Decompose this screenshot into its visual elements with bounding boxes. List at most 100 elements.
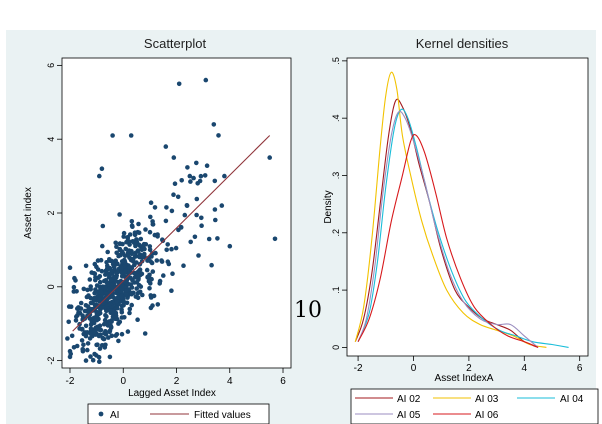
scatter-point <box>119 265 124 271</box>
density-ytick-label: 0 <box>331 345 341 350</box>
scatter-point <box>185 165 190 170</box>
scatter-point <box>79 338 85 343</box>
scatter-point <box>150 303 155 308</box>
density-legend: AI 02 AI 03 AI 04 AI 05 AI 06 <box>350 388 599 424</box>
legend-label-ai04: AI 04 <box>560 394 584 405</box>
scatter-point <box>138 236 144 242</box>
scatter-point <box>202 173 208 178</box>
scatter-point <box>108 308 113 313</box>
scatter-point <box>127 265 132 270</box>
scatter-point <box>87 316 92 321</box>
scatter-point <box>116 338 121 344</box>
scatter-point <box>106 335 111 340</box>
scatter-point <box>98 257 104 263</box>
scatter-point <box>80 317 85 323</box>
scatter-xtick-label: 0 <box>120 376 126 387</box>
scatter-point <box>140 254 145 260</box>
scatter-point <box>106 319 112 324</box>
scatter-point <box>151 293 157 299</box>
scatter-point <box>182 212 188 218</box>
scatter-point <box>99 305 105 310</box>
scatter-xtick-label: 6 <box>280 376 286 387</box>
scatter-point <box>96 354 102 360</box>
scatter-point <box>163 144 169 149</box>
scatter-point <box>164 205 169 210</box>
scatter-point <box>74 314 79 319</box>
scatter-point <box>107 301 112 307</box>
scatter-point <box>121 234 126 239</box>
scatter-point <box>105 266 110 271</box>
scatter-point <box>67 354 73 360</box>
scatter-ytick-label: -2 <box>46 357 56 365</box>
scatter-point <box>83 358 89 363</box>
scatter-point <box>89 300 95 306</box>
scatter-point <box>76 310 81 315</box>
scatter-point <box>144 267 150 273</box>
scatter-point <box>92 261 98 267</box>
scatter-point <box>112 264 117 269</box>
scatter-point <box>116 253 121 259</box>
scatter-point <box>147 244 153 249</box>
scatter-point <box>78 300 84 306</box>
scatter-point <box>128 133 134 138</box>
scatter-point <box>71 284 77 290</box>
scatter-point <box>171 192 176 197</box>
density-xlabel: Asset IndexA <box>435 373 494 384</box>
scatter-point <box>107 354 113 360</box>
scatter-point <box>148 200 154 205</box>
scatter-point <box>88 331 93 336</box>
legend-label-ai03: AI 03 <box>475 394 499 405</box>
scatter-point <box>148 293 153 298</box>
scatter-point <box>107 329 112 335</box>
scatter-point <box>127 242 132 247</box>
scatter-point <box>147 229 153 235</box>
scatter-point <box>149 251 155 256</box>
scatter-point <box>153 250 158 256</box>
scatter-ytick-label: 2 <box>46 210 56 215</box>
scatter-point <box>104 260 109 265</box>
scatter-point <box>155 234 160 239</box>
scatter-point <box>117 247 123 253</box>
scatter-point <box>99 268 105 274</box>
scatter-point <box>184 203 190 208</box>
scatter-point <box>82 308 88 314</box>
scatter-point <box>85 347 90 353</box>
scatter-point <box>140 292 145 298</box>
scatter-point <box>139 259 145 264</box>
scatter-point <box>204 163 210 168</box>
density-ytick-label: .5 <box>331 57 341 65</box>
scatter-ytick-label: 6 <box>46 63 56 68</box>
scatter-point <box>172 181 178 186</box>
scatter-point <box>77 326 82 331</box>
scatter-point <box>267 155 273 160</box>
scatter-point <box>123 268 128 273</box>
scatter-point <box>90 357 96 363</box>
scatter-point <box>117 212 122 217</box>
scatter-point <box>130 256 136 262</box>
scatter-point <box>152 205 158 210</box>
legend-label-ai: AI <box>110 410 119 421</box>
scatter-point <box>161 273 166 278</box>
density-ytick-label: .4 <box>331 114 341 122</box>
scatter-point <box>113 333 119 338</box>
scatter-point <box>132 230 138 235</box>
scatter-point <box>97 279 103 285</box>
scatter-point <box>195 181 200 186</box>
scatter-point <box>103 285 108 291</box>
scatter-point <box>99 166 105 171</box>
scatter-point <box>216 133 221 138</box>
scatter-point <box>121 303 126 308</box>
scatter-point <box>80 347 86 352</box>
scatter-point <box>83 263 89 269</box>
scatter-point <box>120 241 125 247</box>
density-title: Kernel densities <box>416 36 509 51</box>
scatter-point <box>143 242 149 247</box>
density-ylabel: Density <box>323 190 334 223</box>
scatter-point <box>150 219 155 224</box>
scatter-xlabel: Lagged Asset Index <box>128 388 216 399</box>
scatter-point <box>110 294 116 300</box>
page-number: 10 <box>294 298 322 323</box>
scatter-point <box>155 302 161 307</box>
scatter-point <box>80 313 85 318</box>
